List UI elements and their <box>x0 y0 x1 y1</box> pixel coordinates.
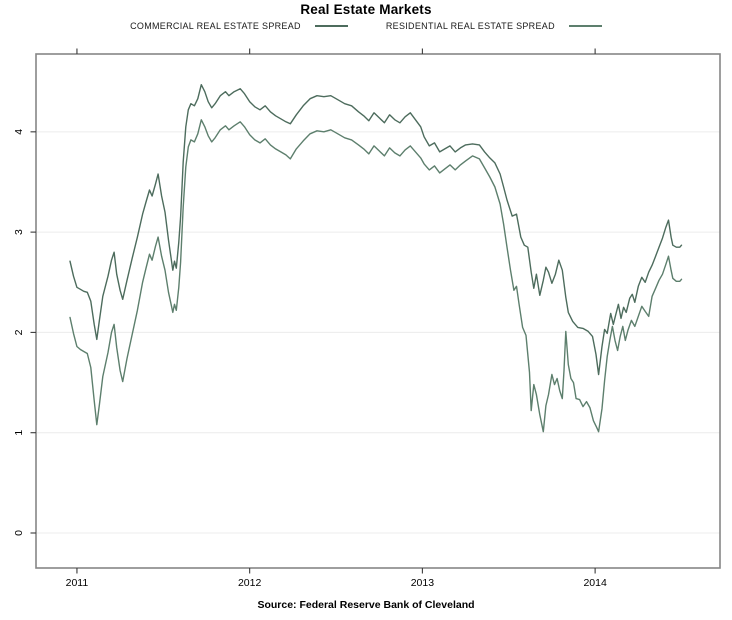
y-tick-label: 0 <box>13 530 25 536</box>
x-tick-label: 2013 <box>411 577 435 589</box>
plot-frame <box>35 53 721 569</box>
page-title: Real Estate Markets <box>300 2 432 17</box>
y-tick-label: 4 <box>13 129 25 135</box>
residential-line-swatch-icon <box>568 25 602 27</box>
y-tick-label: 2 <box>13 329 25 335</box>
source-caption: Source: Federal Reserve Bank of Clevelan… <box>257 599 475 611</box>
x-tick-label: 2014 <box>583 577 607 589</box>
legend-item-commercial: COMMERCIAL REAL ESTATE SPREAD <box>130 21 348 31</box>
y-tick-label: 1 <box>13 430 25 436</box>
legend: COMMERCIAL REAL ESTATE SPREAD RESIDENTIA… <box>0 21 732 31</box>
y-tick-label: 3 <box>13 229 25 235</box>
legend-label-residential: RESIDENTIAL REAL ESTATE SPREAD <box>385 21 555 31</box>
x-tick-label: 2012 <box>238 577 262 589</box>
commercial-line-swatch-icon <box>314 25 348 27</box>
legend-label-commercial: COMMERCIAL REAL ESTATE SPREAD <box>130 21 301 31</box>
series-line-commercial <box>69 83 683 376</box>
legend-item-residential: RESIDENTIAL REAL ESTATE SPREAD <box>386 21 602 31</box>
series-line-residential <box>69 119 683 433</box>
x-tick-label: 2011 <box>66 577 89 589</box>
